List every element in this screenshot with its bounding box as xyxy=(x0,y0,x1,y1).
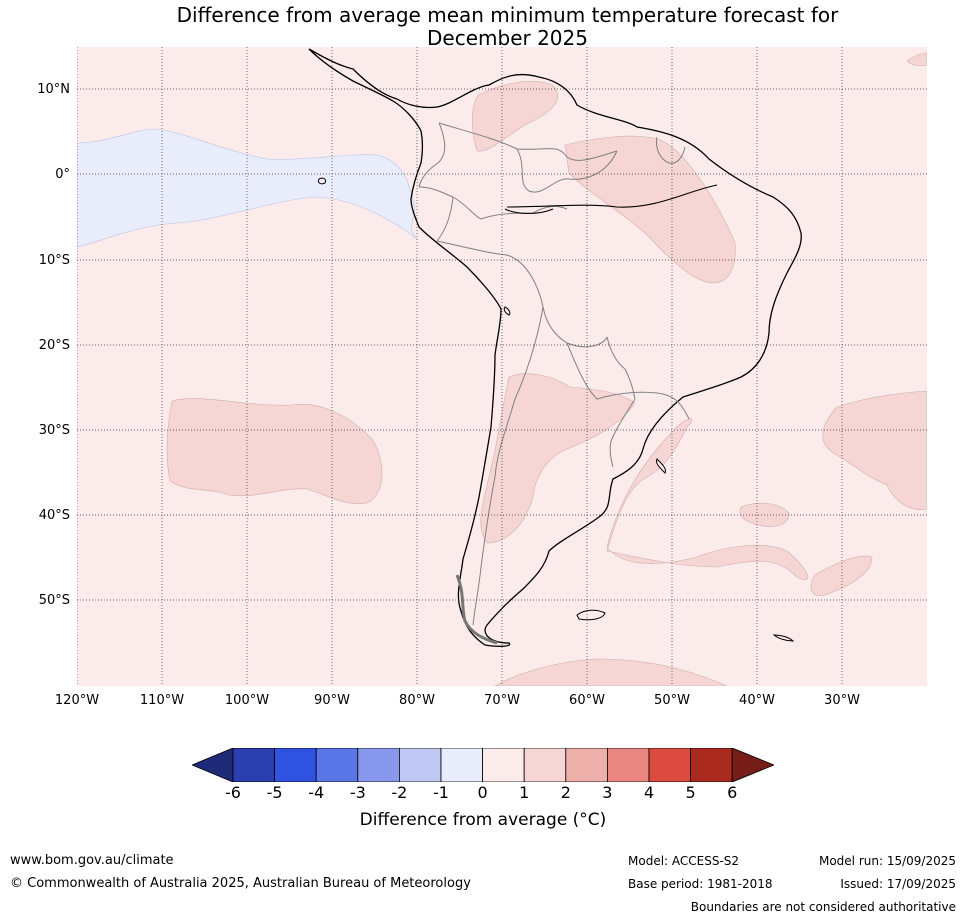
colorbar-bin xyxy=(565,748,608,782)
colorbar-low-extend xyxy=(192,748,234,782)
colorbar-tick-label: 5 xyxy=(685,783,696,802)
copyright-text: © Commonwealth of Australia 2025, Austra… xyxy=(10,876,471,891)
colorbar-bin xyxy=(232,748,275,782)
continent-coastline xyxy=(308,48,802,647)
lat-label: 40°S xyxy=(38,508,70,523)
colorbar-bin xyxy=(315,748,359,782)
warm-region-amazon xyxy=(564,135,736,284)
website-link[interactable]: www.bom.gov.au/climate xyxy=(10,853,174,868)
colorbar-bin xyxy=(606,748,650,782)
lon-label: 80°W xyxy=(399,693,435,708)
falkland-islands xyxy=(576,609,606,621)
colorbar-bin xyxy=(482,748,525,782)
warm-region-north-atlantic xyxy=(906,52,927,67)
colorbar-bin xyxy=(357,748,400,782)
colorbar-bin xyxy=(648,748,691,782)
colorbar-tick-label: 2 xyxy=(560,783,571,802)
colorbar-tick-label: -2 xyxy=(391,783,408,802)
map-title: Difference from average mean minimum tem… xyxy=(0,4,965,50)
lon-label: 70°W xyxy=(484,693,520,708)
warm-region-caribbean xyxy=(471,81,558,152)
warm-region-scotia xyxy=(810,555,873,597)
colorbar-tick-label: -5 xyxy=(266,783,283,802)
model-name: Model: ACCESS-S2 xyxy=(628,854,740,868)
lon-label: 110°W xyxy=(139,693,185,708)
south-georgia xyxy=(772,634,795,642)
lat-label: 10°S xyxy=(38,253,70,268)
chilean-archipelago xyxy=(455,574,498,645)
colorbar-tick-label: -6 xyxy=(225,783,241,802)
colorbar-high-extend xyxy=(731,748,774,782)
graticule xyxy=(77,47,927,686)
warm-region-pacific-south xyxy=(166,398,383,505)
lat-label: 30°S xyxy=(38,423,70,438)
title-line-2: December 2025 xyxy=(427,26,588,50)
colorbar xyxy=(192,748,774,782)
colorbar-bin xyxy=(440,748,483,782)
lon-label: 120°W xyxy=(54,693,100,708)
lon-label: 50°W xyxy=(654,693,690,708)
lon-label: 40°W xyxy=(739,693,775,708)
model-run-date: Model run: 15/09/2025 xyxy=(818,854,956,868)
colorbar-tick-label: -1 xyxy=(433,783,449,802)
map-canvas xyxy=(77,47,927,686)
colorbar-bin xyxy=(690,748,733,782)
lon-label: 100°W xyxy=(224,693,270,708)
title-line-1: Difference from average mean minimum tem… xyxy=(176,3,839,27)
base-period: Base period: 1981-2018 xyxy=(628,877,773,891)
colorbar-bin xyxy=(398,748,442,782)
lon-label: 30°W xyxy=(824,693,860,708)
galapagos xyxy=(318,177,326,185)
colorbar-bin xyxy=(523,748,567,782)
warm-region-southern-ocean xyxy=(494,658,728,686)
issued-date: Issued: 17/09/2025 xyxy=(840,877,956,891)
colorbar-tick-label: 3 xyxy=(602,783,613,802)
major-rivers xyxy=(504,184,718,215)
colorbar-title: Difference from average (°C) xyxy=(359,810,607,830)
colorbar-tick-label: -3 xyxy=(349,783,366,802)
colorbar-tick-label: 4 xyxy=(643,783,655,802)
colorbar-bin xyxy=(274,748,317,782)
lagoa-dos-patos xyxy=(656,458,666,474)
lat-label: 0° xyxy=(55,167,70,182)
lat-label: 20°S xyxy=(38,338,70,353)
colorbar-tick-label: -4 xyxy=(308,783,325,802)
lake-titicaca xyxy=(503,306,511,316)
colorbar-tick-label: 0 xyxy=(477,783,488,802)
disclaimer: Boundaries are not considered authoritat… xyxy=(690,900,956,914)
lon-label: 60°W xyxy=(569,693,605,708)
lon-label: 90°W xyxy=(314,693,350,708)
warm-region-la-plata xyxy=(480,373,636,544)
islands xyxy=(318,177,795,642)
colorbar-tick-label: 1 xyxy=(519,783,530,802)
lat-label: 50°S xyxy=(38,593,70,608)
lat-label: 10°N xyxy=(37,82,70,97)
map-panel xyxy=(77,47,927,686)
warm-region-southeast-atlantic xyxy=(822,390,927,510)
colorbar-tick-label: 6 xyxy=(727,783,738,802)
